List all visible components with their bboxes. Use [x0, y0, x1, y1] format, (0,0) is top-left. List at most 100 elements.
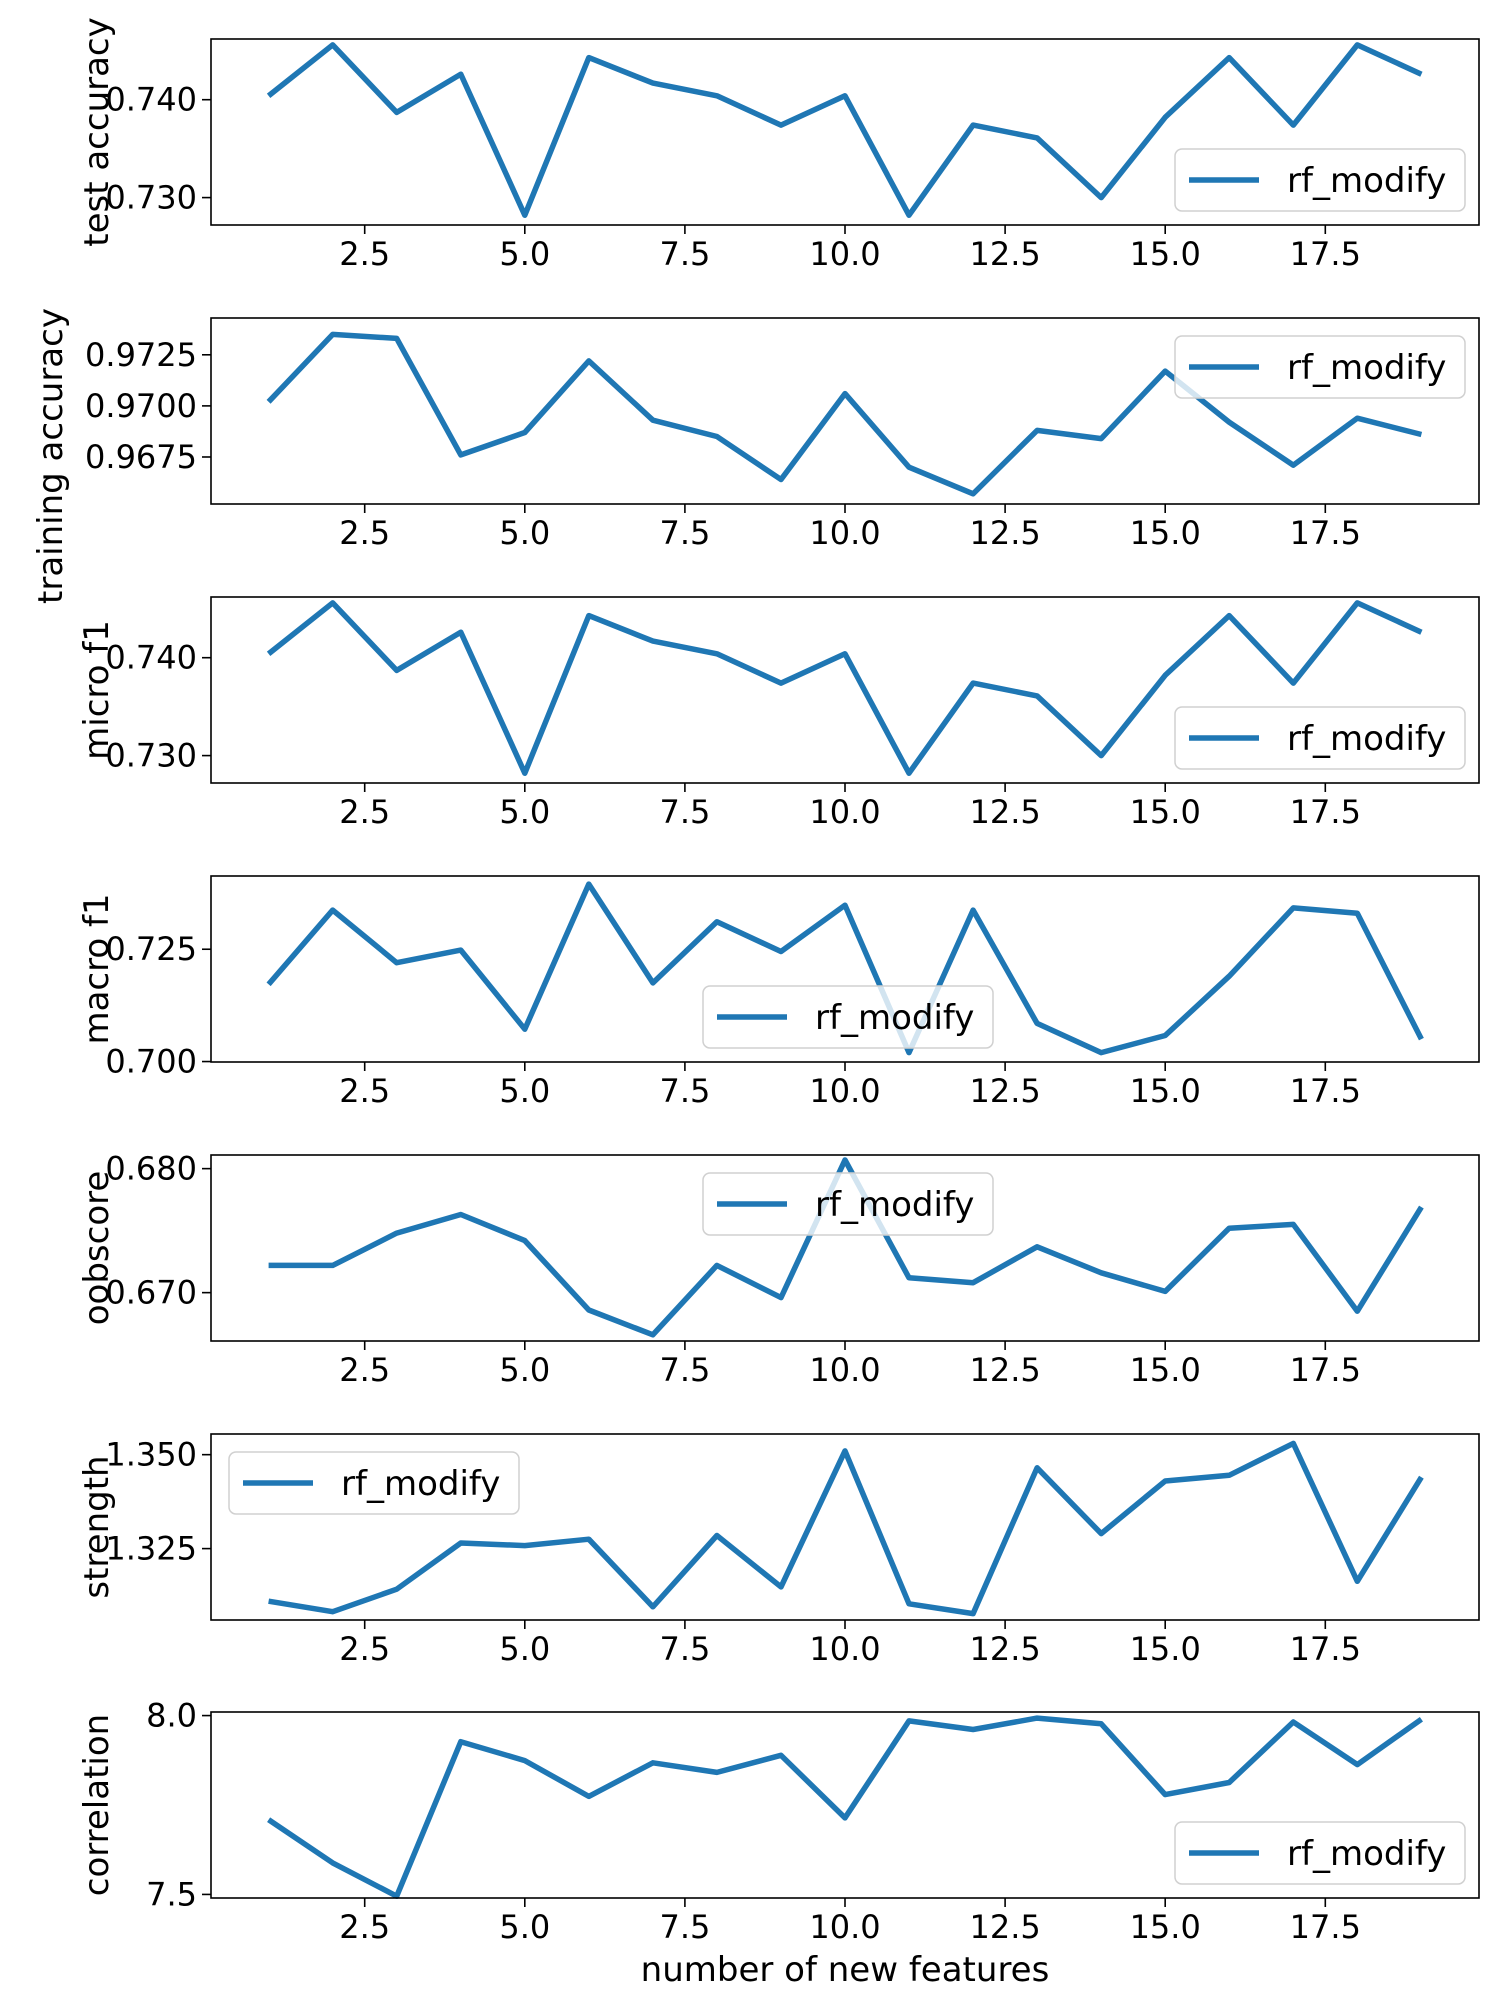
- y-tick-label: 1.325: [105, 1530, 197, 1568]
- y-axis-title: macro f1: [77, 893, 117, 1044]
- x-tick-label: 10.0: [809, 793, 880, 831]
- x-tick-label: 12.5: [969, 793, 1040, 831]
- legend: rf_modify: [228, 1451, 520, 1515]
- x-tick-label: 5.0: [499, 1351, 550, 1389]
- x-tick-label: 5.0: [499, 1908, 550, 1946]
- y-tick-label: 0.680: [105, 1150, 197, 1188]
- x-tick-label: 15.0: [1130, 793, 1201, 831]
- legend-box: [1174, 706, 1466, 770]
- x-tick-label: 5.0: [499, 1630, 550, 1668]
- x-tick-label: 5.0: [499, 1072, 550, 1110]
- y-axis-title: strength: [77, 1455, 117, 1598]
- x-tick-label: 15.0: [1130, 1072, 1201, 1110]
- x-tick-label: 2.5: [339, 235, 390, 273]
- y-tick-label: 0.730: [105, 179, 197, 217]
- x-tick-label: 5.0: [499, 235, 550, 273]
- y-axis-title: correlation: [77, 1714, 117, 1896]
- x-tick-label: 12.5: [969, 235, 1040, 273]
- x-tick-label: 17.5: [1290, 514, 1361, 552]
- x-tick-label: 17.5: [1290, 1630, 1361, 1668]
- y-tick-label: 0.740: [105, 81, 197, 119]
- legend: rf_modify: [1174, 335, 1466, 399]
- subplot-6: 2.5 5.0 7.5 10.0 12.5 15.0 17.5 1.325 1.350stren…: [77, 1433, 1480, 1668]
- x-tick-label: 10.0: [809, 1908, 880, 1946]
- y-axis-title: test accuracy: [77, 17, 117, 247]
- x-tick-label: 10.0: [809, 514, 880, 552]
- x-tick-label: 17.5: [1290, 1072, 1361, 1110]
- legend-box: [228, 1451, 520, 1515]
- subplot-3: 2.5 5.0 7.5 10.0 12.5 15.0 17.5 0.730 0.740micro…: [77, 596, 1480, 831]
- x-tick-label: 15.0: [1130, 235, 1201, 273]
- legend-label: rf_modify: [1287, 1834, 1446, 1874]
- x-tick-label: 7.5: [659, 514, 710, 552]
- legend: rf_modify: [1174, 1821, 1466, 1885]
- x-tick-label: 7.5: [659, 1908, 710, 1946]
- x-tick-label: 2.5: [339, 793, 390, 831]
- y-tick-label: 0.9725: [85, 336, 197, 374]
- x-tick-label: 2.5: [339, 1072, 390, 1110]
- y-tick-label: 0.740: [105, 639, 197, 677]
- x-tick-label: 15.0: [1130, 1351, 1201, 1389]
- y-tick-label: 8.0: [146, 1697, 197, 1735]
- legend-box: [1174, 148, 1466, 212]
- x-tick-label: 2.5: [339, 1351, 390, 1389]
- y-tick-label: 7.5: [146, 1875, 197, 1913]
- legend-label: rf_modify: [1287, 348, 1446, 388]
- x-tick-label: 7.5: [659, 235, 710, 273]
- y-tick-label: 0.700: [105, 1043, 197, 1081]
- x-tick-label: 12.5: [969, 1908, 1040, 1946]
- x-tick-label: 7.5: [659, 1072, 710, 1110]
- y-axis-title: oobscore: [77, 1171, 117, 1326]
- x-tick-label: 15.0: [1130, 1630, 1201, 1668]
- legend: rf_modify: [1174, 148, 1466, 212]
- x-tick-label: 10.0: [809, 1351, 880, 1389]
- x-tick-label: 5.0: [499, 514, 550, 552]
- x-tick-label: 10.0: [809, 1630, 880, 1668]
- x-tick-label: 17.5: [1290, 1351, 1361, 1389]
- legend-box: [702, 1172, 994, 1236]
- y-axis-title: training accuracy: [31, 308, 71, 604]
- x-tick-label: 12.5: [969, 514, 1040, 552]
- legend-label: rf_modify: [815, 1185, 974, 1225]
- x-tick-label: 15.0: [1130, 1908, 1201, 1946]
- y-tick-label: 0.9700: [85, 387, 197, 425]
- legend-label: rf_modify: [1287, 719, 1446, 759]
- subplot-2: 2.5 5.0 7.5 10.0 12.5 15.0 17.5 0.9675 0.9700 0.9…: [31, 308, 1480, 604]
- legend: rf_modify: [1174, 706, 1466, 770]
- y-tick-label: 0.730: [105, 737, 197, 775]
- subplot-1: 2.5 5.0 7.5 10.0 12.5 15.0 17.5 0.730 0.740test …: [77, 17, 1480, 273]
- y-tick-label: 1.350: [105, 1436, 197, 1474]
- y-axis-title: micro f1: [77, 620, 117, 760]
- y-tick-label: 0.725: [105, 930, 197, 968]
- x-tick-label: 17.5: [1290, 235, 1361, 273]
- x-tick-label: 12.5: [969, 1072, 1040, 1110]
- x-tick-label: 2.5: [339, 1630, 390, 1668]
- x-tick-label: 12.5: [969, 1630, 1040, 1668]
- y-tick-label: 0.9675: [85, 438, 197, 476]
- x-tick-label: 17.5: [1290, 1908, 1361, 1946]
- x-tick-label: 2.5: [339, 514, 390, 552]
- x-tick-label: 15.0: [1130, 514, 1201, 552]
- subplot-5: 2.5 5.0 7.5 10.0 12.5 15.0 17.5 0.670 0.680oobsc…: [77, 1150, 1480, 1389]
- x-tick-label: 7.5: [659, 793, 710, 831]
- y-tick-label: 0.670: [105, 1274, 197, 1312]
- subplot-4: 2.5 5.0 7.5 10.0 12.5 15.0 17.5 0.700 0.725macro…: [77, 875, 1480, 1110]
- legend-label: rf_modify: [1287, 161, 1446, 201]
- legend: rf_modify: [702, 985, 994, 1049]
- legend-label: rf_modify: [815, 998, 974, 1038]
- subplot-7: 2.5 5.0 7.5 10.0 12.5 15.0 17.5 7.5 8.0 correlati…: [77, 1697, 1480, 1990]
- legend-box: [1174, 1821, 1466, 1885]
- x-tick-label: 7.5: [659, 1630, 710, 1668]
- x-axis-title: number of new features: [641, 1950, 1050, 1990]
- x-tick-label: 10.0: [809, 1072, 880, 1110]
- x-tick-label: 2.5: [339, 1908, 390, 1946]
- x-tick-label: 12.5: [969, 1351, 1040, 1389]
- legend: rf_modify: [702, 1172, 994, 1236]
- x-tick-label: 5.0: [499, 793, 550, 831]
- legend-box: [702, 985, 994, 1049]
- x-tick-label: 7.5: [659, 1351, 710, 1389]
- legend-box: [1174, 335, 1466, 399]
- legend-label: rf_modify: [341, 1464, 500, 1504]
- x-tick-label: 17.5: [1290, 793, 1361, 831]
- x-tick-label: 10.0: [809, 235, 880, 273]
